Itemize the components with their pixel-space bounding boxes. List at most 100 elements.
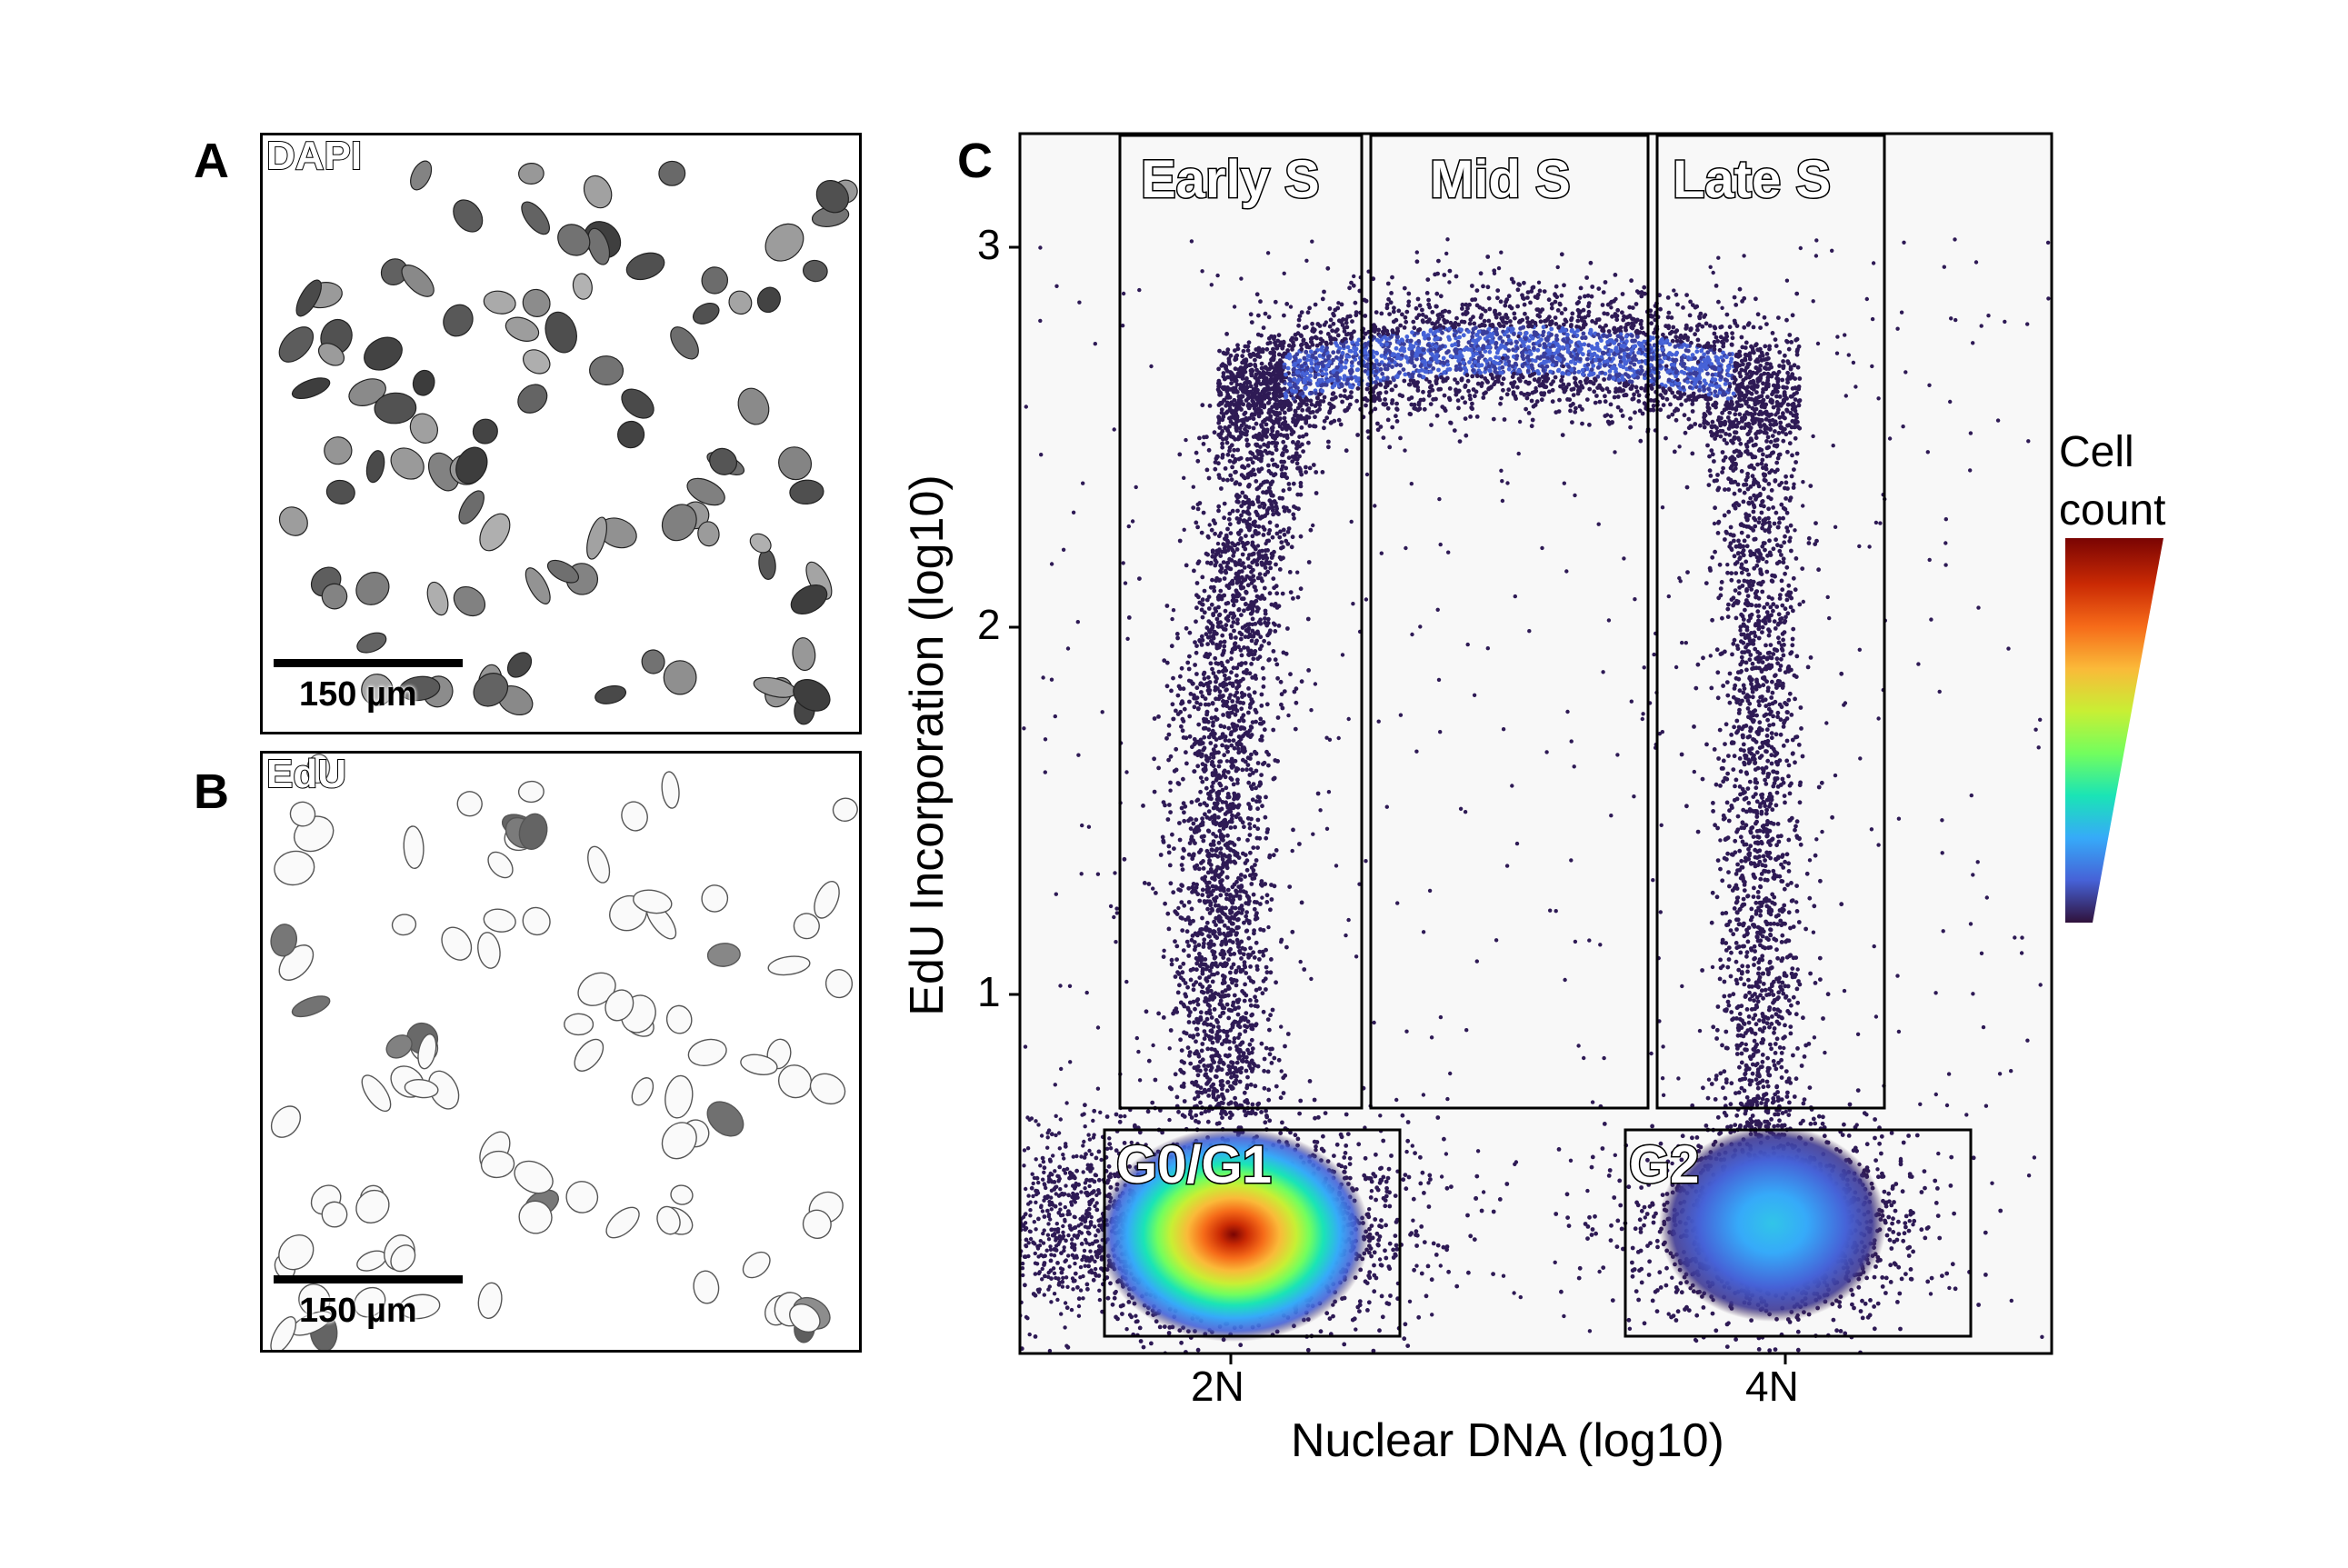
scatter-point <box>1228 1101 1234 1105</box>
scatter-point <box>1174 708 1178 714</box>
scatter-point <box>1184 761 1189 766</box>
scatter-point <box>1347 285 1352 291</box>
scatter-point <box>1218 998 1224 1004</box>
scatter-point <box>1674 292 1679 297</box>
scatter-point <box>1363 331 1368 336</box>
nucleus <box>749 533 772 554</box>
scatter-point <box>1206 795 1212 801</box>
scatter-point <box>1311 326 1315 332</box>
scatter-point <box>1263 565 1268 570</box>
scatter-point <box>1175 990 1181 995</box>
nucleus <box>321 583 348 610</box>
scatter-point <box>1255 761 1261 765</box>
scatter-point <box>1468 414 1473 419</box>
scatter-point <box>1181 948 1186 953</box>
scatter-point <box>1250 460 1255 465</box>
scatter-point <box>1239 504 1244 509</box>
scatter-point <box>1179 724 1184 729</box>
scatter-point <box>1232 859 1237 864</box>
scatter-point <box>1177 452 1183 457</box>
scatter-point <box>1197 435 1202 441</box>
scatter-point <box>1635 375 1641 380</box>
scatter-point <box>1220 743 1224 748</box>
scatter-point <box>1259 361 1264 366</box>
scatter-point <box>1234 571 1239 576</box>
scatter-point <box>1406 291 1412 296</box>
scatter-point <box>1229 743 1234 748</box>
scatter-point <box>1210 979 1215 984</box>
scatter-point <box>1242 960 1247 964</box>
scatter-point <box>1256 406 1261 412</box>
scatter-point <box>1227 819 1233 824</box>
scatter-point <box>1216 473 1222 477</box>
scatter-point <box>1578 285 1584 291</box>
scatter-point <box>1263 448 1268 454</box>
scatter-point <box>1142 881 1147 885</box>
scatter-point <box>1712 346 1717 352</box>
scatter-point <box>1251 782 1256 786</box>
scatter-point <box>1207 1004 1212 1009</box>
scatter-point <box>1253 524 1258 529</box>
scatter-point <box>1239 873 1244 877</box>
scatter-point <box>1602 311 1607 316</box>
scatter-point <box>1251 845 1256 850</box>
scatter-point <box>1224 744 1229 749</box>
scatter-point <box>1248 1003 1254 1008</box>
nucleus <box>586 516 608 560</box>
scatter-point <box>1248 964 1253 969</box>
scatter-point <box>1156 1011 1161 1016</box>
scatter-point <box>1248 648 1254 654</box>
scatter-point <box>1681 305 1685 310</box>
scatter-point <box>1790 453 1794 458</box>
scatter-point <box>1294 700 1299 705</box>
scatter-point <box>1222 1005 1227 1011</box>
scatter-point <box>1185 1045 1191 1050</box>
nucleus <box>274 850 315 886</box>
scatter-point <box>1207 858 1212 864</box>
scatter-point <box>1436 258 1441 264</box>
nucleus <box>587 227 611 265</box>
scatter-point <box>1219 1111 1224 1116</box>
scatter-point <box>1228 1027 1234 1033</box>
scatter-point <box>1590 285 1595 289</box>
scatter-point <box>1228 970 1233 975</box>
scatter-point <box>1225 887 1231 893</box>
scatter-point <box>1222 753 1227 758</box>
scatter-point <box>1212 1007 1217 1012</box>
scatter-point <box>1203 1089 1208 1094</box>
scatter-point <box>1224 824 1229 829</box>
scatter-point <box>1205 986 1210 992</box>
scatter-point <box>1231 782 1236 787</box>
scatter-point <box>1220 834 1225 840</box>
scatter-point <box>1304 419 1309 424</box>
nucleus <box>589 355 624 385</box>
scatter-point <box>1266 1087 1272 1093</box>
scatter-point <box>1231 460 1236 464</box>
scatter-point <box>1256 435 1262 441</box>
scatter-point <box>1164 660 1170 665</box>
scatter-point <box>1199 643 1204 647</box>
scatter-point <box>1211 839 1216 844</box>
scatter-point <box>1430 352 1434 357</box>
scatter-point <box>1199 607 1204 613</box>
scatter-point <box>1793 376 1798 381</box>
scatter-point <box>1576 369 1582 375</box>
scatter-point <box>1220 441 1224 446</box>
scatter-point <box>1232 1036 1237 1041</box>
scatter-point <box>1209 1065 1214 1071</box>
scatter-point <box>1325 265 1331 271</box>
scatter-point <box>1712 331 1717 336</box>
scatter-point <box>1284 505 1289 511</box>
scatter-point <box>1495 295 1500 301</box>
nucleus <box>557 224 591 256</box>
scatter-point <box>1224 1088 1230 1094</box>
scatter-point <box>1252 472 1257 477</box>
scatter-point <box>1247 833 1253 837</box>
scatter-point <box>1204 785 1209 791</box>
scatter-point <box>1233 905 1238 911</box>
scatter-point <box>1764 352 1770 356</box>
scatter-point <box>1240 540 1245 545</box>
scatter-point <box>1210 759 1214 764</box>
scatter-point <box>1202 1064 1207 1068</box>
scatter-point <box>1194 961 1200 966</box>
